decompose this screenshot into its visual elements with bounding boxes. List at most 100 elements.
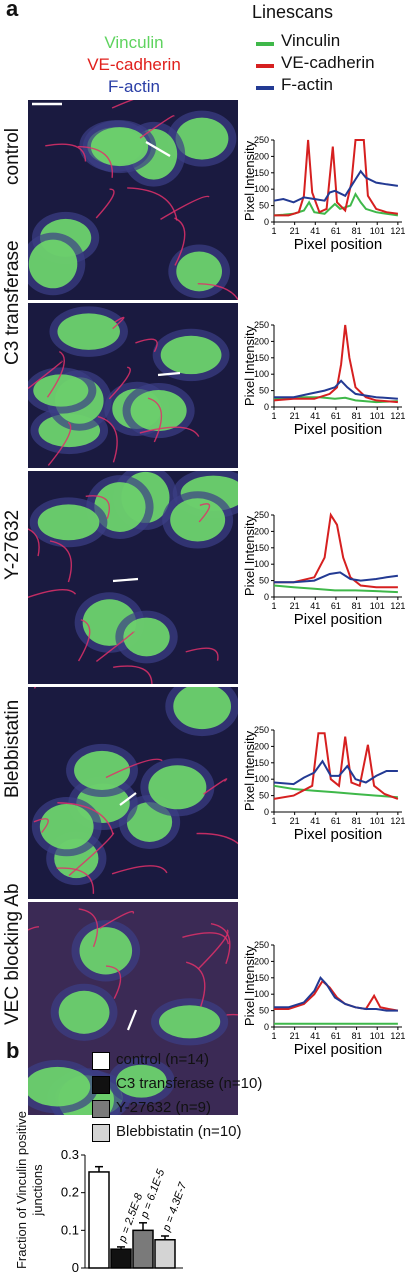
y-tick-label: 100 xyxy=(254,774,269,784)
x-tick-label: 101 xyxy=(370,226,385,236)
y-axis-label: Pixel Intensity xyxy=(242,945,257,1026)
x-tick-label: 61 xyxy=(331,226,341,236)
legend-label-blebbistatin: Blebbistatin (n=10) xyxy=(116,1123,242,1140)
panel-letter-b: b xyxy=(6,1038,20,1063)
stain-label-f-actin: F-actin xyxy=(108,77,160,96)
x-tick-label: 81 xyxy=(352,226,362,236)
x-tick-label: 61 xyxy=(331,816,341,826)
row-label-control: control xyxy=(2,127,23,185)
junction-line xyxy=(45,143,87,162)
x-tick-label: 121 xyxy=(390,601,405,611)
x-tick-label: 61 xyxy=(331,601,341,611)
junction-line xyxy=(139,426,200,437)
junction-line xyxy=(113,665,153,684)
y-tick-label: 200 xyxy=(254,956,269,966)
cell-nucleus xyxy=(58,990,110,1034)
y-tick-label: 50 xyxy=(259,201,269,211)
micrograph-1 xyxy=(28,100,238,300)
row-label-c3-transferase: C3 transferase xyxy=(2,240,23,365)
x-axis-label: Pixel position xyxy=(294,1041,382,1058)
legend-swatch-control xyxy=(92,1052,110,1070)
x-tick-label: 81 xyxy=(352,601,362,611)
x-axis-label: Pixel position xyxy=(294,236,382,253)
y-tick-label: 0 xyxy=(264,592,269,602)
stain-label-ve-cadherin: VE-cadherin xyxy=(87,55,181,74)
cell-nucleus xyxy=(148,765,207,810)
junction-line xyxy=(196,832,238,845)
y-tick-label: 50 xyxy=(259,576,269,586)
junction-line xyxy=(28,528,40,557)
y-axis-label: Pixel Intensity xyxy=(242,515,257,596)
junction-line xyxy=(97,415,118,463)
x-tick-label: 1 xyxy=(271,601,276,611)
x-axis-label: Pixel position xyxy=(294,421,382,438)
series-line-ve-cadherin xyxy=(273,324,398,404)
y-tick-label: 250 xyxy=(254,320,269,330)
cell-nucleus xyxy=(175,117,229,160)
bar-blebbistatin xyxy=(154,1239,176,1269)
bar-c3-transferase xyxy=(110,1248,132,1269)
junction-line xyxy=(77,619,91,662)
linescans-title: Linescans xyxy=(252,2,334,22)
series-line-f-actin xyxy=(273,759,398,786)
y-tick-label: 0 xyxy=(264,807,269,817)
legend-swatch-ve-cadherin xyxy=(256,64,274,68)
x-tick-label: 101 xyxy=(370,1031,385,1041)
y-axis-label: Pixel Intensity xyxy=(242,140,257,221)
micrograph-4 xyxy=(28,687,238,899)
cell-nucleus xyxy=(90,127,149,167)
x-tick-label: 21 xyxy=(290,226,300,236)
cell-nucleus xyxy=(116,1064,167,1098)
junction-line xyxy=(127,187,178,221)
x-tick-label: 1 xyxy=(271,816,276,826)
y-axis-label: Pixel Intensity xyxy=(242,325,257,406)
y-tick-label: 200 xyxy=(254,526,269,536)
bar-y-tick-label: 0 xyxy=(72,1260,79,1275)
legend-swatch-c3 xyxy=(92,1076,110,1094)
x-tick-label: 61 xyxy=(331,1031,341,1041)
x-tick-label: 41 xyxy=(310,1031,320,1041)
y-tick-label: 150 xyxy=(254,543,269,553)
cell-nucleus xyxy=(33,374,89,407)
legend-label-y27632: Y-27632 (n=9) xyxy=(116,1099,211,1116)
y-tick-label: 0 xyxy=(264,1022,269,1032)
x-tick-label: 121 xyxy=(390,226,405,236)
series-line-ve-cadherin xyxy=(274,512,398,589)
y-tick-label: 100 xyxy=(254,184,269,194)
y-tick-label: 150 xyxy=(254,168,269,178)
y-tick-label: 50 xyxy=(259,1006,269,1016)
x-tick-label: 121 xyxy=(390,1031,405,1041)
x-tick-label: 101 xyxy=(370,816,385,826)
cell-nucleus xyxy=(173,687,232,730)
x-tick-label: 41 xyxy=(310,601,320,611)
junction-line xyxy=(95,188,115,219)
cell-nucleus xyxy=(176,251,222,292)
cell-nucleus xyxy=(57,313,120,350)
cell-nucleus xyxy=(170,498,226,542)
cell-nucleus xyxy=(28,1066,91,1107)
series-line-f-actin xyxy=(274,976,398,1012)
y-axis-label: Pixel Intensity xyxy=(242,730,257,811)
linescan-marker xyxy=(126,1009,138,1031)
linescan-marker xyxy=(157,371,181,377)
p-value-label: p = 4.3E-7 xyxy=(160,1180,189,1234)
x-tick-label: 81 xyxy=(352,816,362,826)
cell-nucleus xyxy=(159,1005,221,1039)
junction-line xyxy=(49,540,73,583)
legend-swatch-vinculin xyxy=(256,42,274,46)
junction-line xyxy=(111,865,168,875)
x-tick-label: 101 xyxy=(370,411,385,421)
junction-line xyxy=(57,802,114,835)
junction-line xyxy=(77,145,113,178)
series-line-f-actin xyxy=(273,169,399,204)
x-tick-label: 21 xyxy=(290,1031,300,1041)
legend-label-ve-cadherin: VE-cadherin xyxy=(281,53,375,72)
junction-line xyxy=(185,961,206,1007)
junction-line xyxy=(139,115,175,139)
bar-y-27632 xyxy=(132,1229,154,1269)
legend-label-c3: C3 transferase (n=10) xyxy=(116,1075,263,1092)
junction-line xyxy=(47,421,72,466)
junction-line xyxy=(112,316,125,330)
